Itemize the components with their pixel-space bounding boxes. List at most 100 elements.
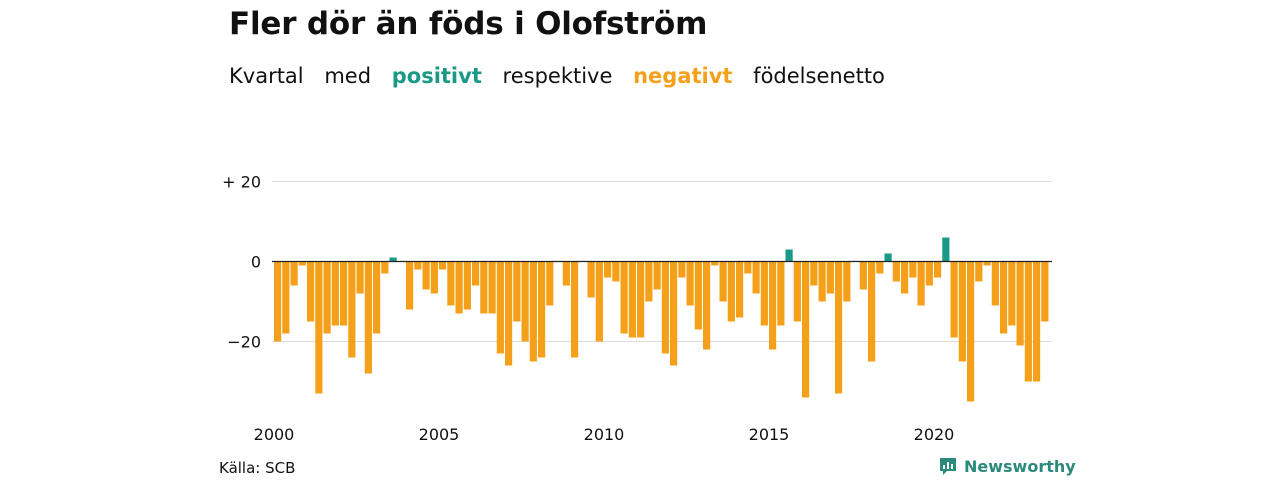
bar [587, 261, 595, 298]
bar [562, 261, 570, 286]
bar [769, 261, 777, 350]
bar [290, 261, 298, 286]
bar [785, 249, 793, 262]
bar [628, 261, 636, 338]
bar [538, 261, 546, 358]
bar [884, 253, 892, 262]
bar [793, 261, 801, 322]
bar [975, 261, 983, 282]
bar [670, 261, 678, 366]
bar [315, 261, 323, 394]
bar [909, 261, 917, 278]
bar [901, 261, 909, 294]
bar [381, 261, 389, 274]
bar [612, 261, 620, 282]
bar [653, 261, 661, 290]
bar [859, 261, 867, 290]
bar [356, 261, 364, 294]
newsworthy-logo-icon [940, 458, 956, 475]
bar [282, 261, 290, 334]
bar [876, 261, 884, 274]
bar [430, 261, 438, 294]
subtitle-negative-label: negativt [633, 64, 733, 88]
bar [389, 257, 397, 262]
bar [835, 261, 843, 394]
bar [719, 261, 727, 302]
bar [1024, 261, 1032, 382]
x-tick-label: 2015 [749, 425, 790, 444]
bar [868, 261, 876, 362]
source-note: Källa: SCB [219, 459, 296, 477]
bar [455, 261, 463, 314]
bar [521, 261, 529, 342]
y-tick-label: + 20 [222, 173, 261, 192]
bar [348, 261, 356, 358]
x-tick-label: 2000 [254, 425, 295, 444]
bar [826, 261, 834, 294]
bar [447, 261, 455, 306]
bar [942, 237, 950, 262]
bar [406, 261, 414, 310]
bar [744, 261, 752, 274]
bar [496, 261, 504, 354]
bar [307, 261, 315, 322]
subtitle-word-4: respektive [502, 64, 613, 88]
newsworthy-logo[interactable]: Newsworthy [938, 456, 1076, 476]
bar [991, 261, 999, 306]
x-tick-label: 2010 [584, 425, 625, 444]
bar [472, 261, 480, 286]
bar [1016, 261, 1024, 346]
bar [1000, 261, 1008, 334]
bar [439, 261, 447, 270]
bar [529, 261, 537, 362]
subtitle-word-1: Kvartal [229, 64, 304, 88]
bar [331, 261, 339, 326]
bar [892, 261, 900, 282]
bar [678, 261, 686, 278]
bar [917, 261, 925, 306]
bar [934, 261, 942, 278]
x-tick-label: 2005 [419, 425, 460, 444]
bar [645, 261, 653, 302]
bar [488, 261, 496, 314]
bar [1033, 261, 1041, 382]
bar [967, 261, 975, 402]
bar [810, 261, 818, 286]
bar [661, 261, 669, 354]
bar [711, 261, 719, 266]
bar [1041, 261, 1049, 322]
x-tick-label: 2020 [914, 425, 955, 444]
bar [736, 261, 744, 318]
y-tick-label: −20 [227, 333, 261, 352]
bar [818, 261, 826, 302]
bar [323, 261, 331, 334]
chart-title: Fler dör än föds i Olofström [229, 6, 708, 42]
bar [298, 261, 306, 266]
bar [505, 261, 513, 366]
bar [752, 261, 760, 294]
bar [843, 261, 851, 302]
bar [727, 261, 735, 322]
bar [958, 261, 966, 362]
bar [414, 261, 422, 270]
bar [777, 261, 785, 326]
bar [595, 261, 603, 342]
bar [802, 261, 810, 398]
bar [340, 261, 348, 326]
bar [620, 261, 628, 334]
bar [604, 261, 612, 278]
bar [686, 261, 694, 306]
bar [1008, 261, 1016, 326]
newsworthy-logo-text: Newsworthy [964, 456, 1076, 476]
bar [513, 261, 521, 322]
bar [950, 261, 958, 338]
bar [571, 261, 579, 358]
chart-subtitle: Kvartal med positivt respektive negativt… [229, 64, 899, 88]
bar [760, 261, 768, 326]
bar [983, 261, 991, 266]
subtitle-word-2: med [324, 64, 372, 88]
bar [637, 261, 645, 338]
bar [694, 261, 702, 330]
bar [364, 261, 372, 374]
